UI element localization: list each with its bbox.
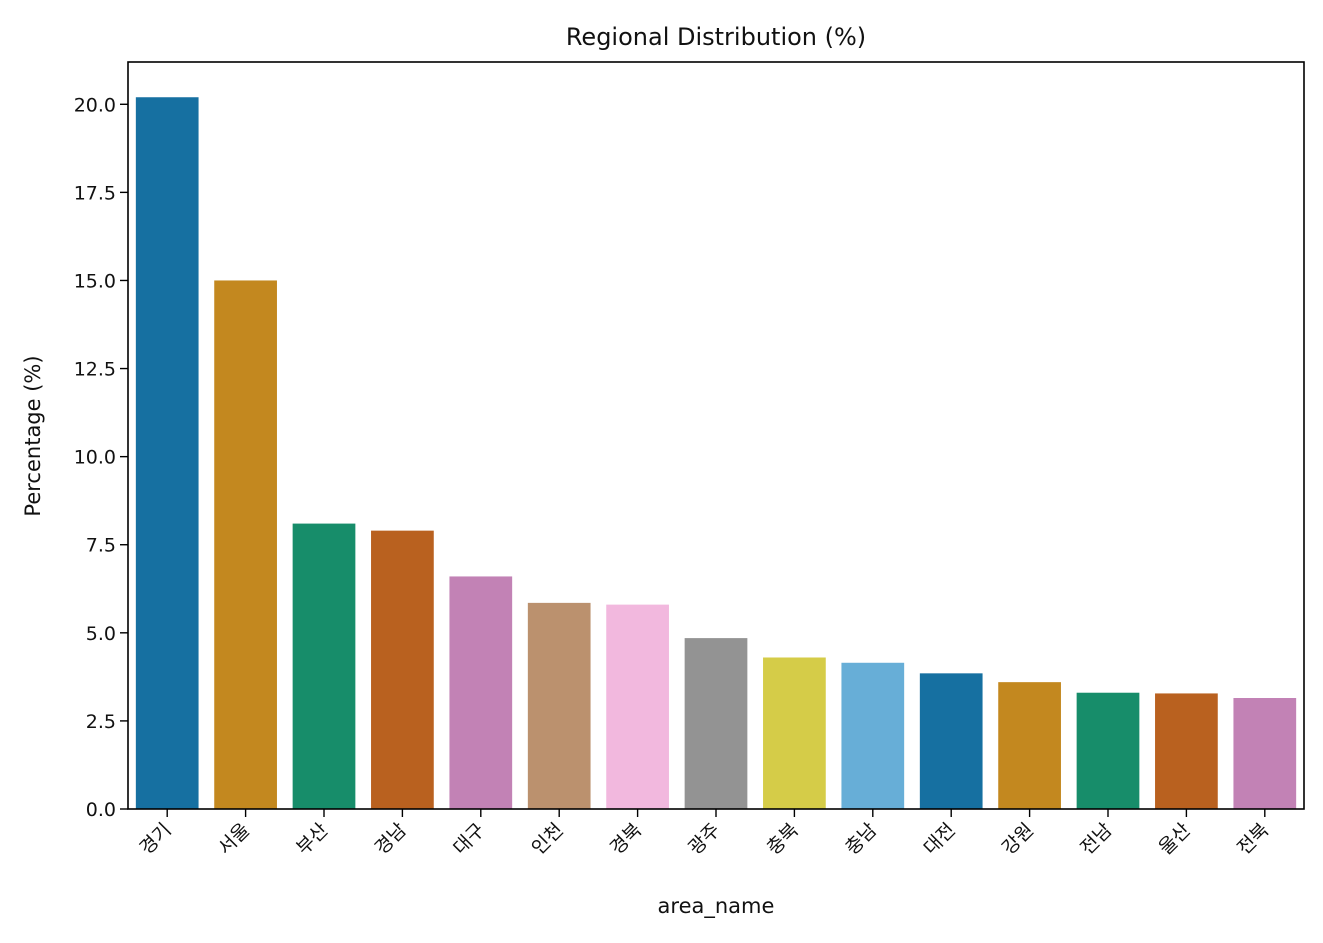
x-tick-label: 전북 — [1233, 819, 1273, 859]
bars-layer — [135, 97, 1297, 810]
bar-3 — [292, 523, 356, 809]
y-tick-label: 15.0 — [74, 270, 116, 292]
x-tick-label: 대구 — [449, 819, 489, 859]
bar-9 — [763, 657, 826, 809]
y-tick-label: 10.0 — [74, 447, 116, 469]
bar-10 — [841, 662, 905, 809]
bar-2 — [214, 280, 277, 810]
x-tick-label: 충북 — [763, 819, 803, 859]
bar-7 — [606, 604, 669, 809]
y-tick-label: 0.0 — [86, 799, 116, 821]
bar-15 — [1233, 698, 1297, 809]
x-tick-label: 인천 — [527, 819, 567, 859]
bar-12 — [998, 682, 1061, 809]
y-tick-label: 5.0 — [86, 623, 116, 645]
y-tick-label: 2.5 — [86, 711, 116, 733]
x-axis-label: area_name — [658, 894, 775, 919]
plot-frame — [127, 61, 1305, 810]
bar-11 — [919, 673, 983, 809]
bar-5 — [449, 576, 513, 809]
x-tick-label: 경북 — [606, 819, 646, 859]
y-tick-label: 7.5 — [86, 535, 116, 557]
y-tick-label: 12.5 — [74, 359, 116, 381]
x-tick-label: 전남 — [1076, 819, 1116, 859]
x-tick-label: 서울 — [214, 819, 254, 859]
bar-13 — [1076, 692, 1140, 809]
x-tick-label: 경기 — [135, 819, 175, 859]
y-axis: 0.0 2.5 5.0 7.5 10.0 12.5 15.0 17.5 20.0 — [74, 94, 128, 821]
y-tick-label: 20.0 — [74, 94, 116, 116]
x-tick-label: 경남 — [371, 819, 411, 859]
x-tick-label: 대전 — [919, 819, 959, 859]
x-tick-label: 광주 — [684, 819, 724, 859]
bar-4 — [371, 530, 434, 809]
x-tick-label: 부산 — [292, 819, 332, 859]
bar-1 — [135, 97, 199, 810]
x-axis: 경기 서울 부산 경남 대구 인천 경북 광주 충북 충남 대전 강원 전남 울산 전북 — [135, 809, 1273, 859]
y-axis-label: Percentage (%) — [21, 355, 45, 516]
chart-title: Regional Distribution (%) — [566, 23, 866, 51]
bar-14 — [1155, 693, 1218, 809]
x-tick-label: 강원 — [998, 819, 1038, 859]
y-tick-label: 17.5 — [74, 182, 116, 204]
bar-8 — [684, 638, 748, 809]
x-tick-label: 충남 — [841, 819, 881, 859]
bar-6 — [527, 602, 591, 809]
x-tick-label: 울산 — [1155, 819, 1195, 859]
